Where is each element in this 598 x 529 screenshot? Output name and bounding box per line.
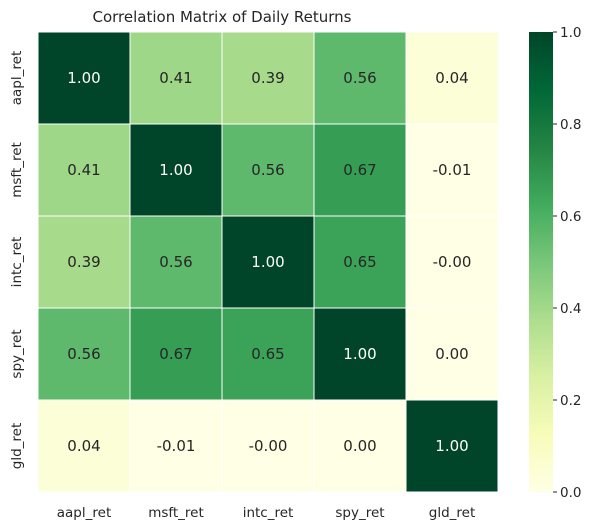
- heatmap-cell: [313, 307, 407, 401]
- cell-value-label: 1.00: [343, 345, 376, 363]
- y-tick-label: spy_ret: [9, 329, 25, 378]
- heatmap-cell: [221, 31, 315, 125]
- heatmap-cell: [405, 123, 499, 217]
- x-axis-ticks: aapl_ret msft_ret intc_ret spy_ret gld_ret: [57, 505, 475, 521]
- cell-value-label: 0.56: [67, 345, 100, 363]
- x-tick-label: spy_ret: [335, 505, 384, 521]
- colorbar-tick-label: 0.4: [560, 301, 581, 317]
- heatmap-cell: [37, 31, 131, 125]
- heatmap-cell: [221, 123, 315, 217]
- y-tick-label: aapl_ret: [9, 51, 25, 105]
- colorbar-gradient: [529, 32, 553, 492]
- cell-value-label: -0.01: [157, 437, 196, 455]
- cell-value-label: 0.04: [435, 69, 468, 87]
- cell-value-label: 0.41: [67, 161, 100, 179]
- cell-value-label: -0.01: [433, 161, 472, 179]
- colorbar-tick-label: 1.0: [560, 25, 581, 41]
- cell-value-label: 0.56: [251, 161, 284, 179]
- cell-value-label: 0.00: [435, 345, 468, 363]
- y-tick-label: gld_ret: [9, 423, 25, 470]
- colorbar-tick-label: 0.8: [560, 117, 581, 133]
- heatmap-cell: [129, 215, 223, 309]
- heatmap-cell: [405, 399, 499, 493]
- x-tick-label: intc_ret: [243, 505, 294, 521]
- heatmap-cell: [129, 399, 223, 493]
- colorbar-tick-label: 0.2: [560, 393, 581, 409]
- heatmap-cell: [313, 215, 407, 309]
- cell-value-label: 0.67: [343, 161, 376, 179]
- cell-value-label: 0.39: [251, 69, 284, 87]
- cell-value-label: 0.39: [67, 253, 100, 271]
- chart-title: Correlation Matrix of Daily Returns: [92, 8, 351, 26]
- x-tick-label: gld_ret: [429, 505, 476, 521]
- cell-value-label: 1.00: [67, 69, 100, 87]
- colorbar: 0.0 0.2 0.4 0.6 0.8 1.0: [529, 25, 581, 501]
- colorbar-tick-label: 0.6: [560, 209, 581, 225]
- heatmap-cell: [405, 31, 499, 125]
- cell-value-label: -0.00: [249, 437, 288, 455]
- cell-value-label: 1.00: [435, 437, 468, 455]
- cell-value-label: 0.65: [343, 253, 376, 271]
- heatmap-cell: [221, 215, 315, 309]
- cell-value-label: 0.41: [159, 69, 192, 87]
- cell-value-label: 0.67: [159, 345, 192, 363]
- heatmap-cell: [313, 31, 407, 125]
- x-tick-label: aapl_ret: [57, 505, 111, 521]
- cell-value-label: 1.00: [251, 253, 284, 271]
- heatmap-cell: [221, 399, 315, 493]
- cell-value-label: 1.00: [159, 161, 192, 179]
- cell-value-label: 0.65: [251, 345, 284, 363]
- x-tick-label: msft_ret: [148, 505, 204, 521]
- cell-value-label: 0.04: [67, 437, 100, 455]
- heatmap-cell: [37, 307, 131, 401]
- heatmap-cell: [37, 123, 131, 217]
- cell-value-label: -0.00: [433, 253, 472, 271]
- heatmap-cells: 1.00 0.41 0.39 0.56 0.04 0.41 1.00 0.56 0.67 -0.0…: [37, 31, 499, 493]
- heatmap-cell: [129, 31, 223, 125]
- y-tick-label: msft_ret: [9, 142, 25, 198]
- cell-value-label: 0.00: [343, 437, 376, 455]
- y-axis-ticks: aapl_ret msft_ret intc_ret spy_ret gld_ret: [9, 51, 25, 469]
- y-tick-label: intc_ret: [9, 237, 25, 288]
- colorbar-tick-label: 0.0: [560, 485, 581, 501]
- heatmap-cell: [221, 307, 315, 401]
- heatmap-cell: [37, 399, 131, 493]
- heatmap-cell: [405, 307, 499, 401]
- cell-value-label: 0.56: [343, 69, 376, 87]
- heatmap-cell: [405, 215, 499, 309]
- cell-value-label: 0.56: [159, 253, 192, 271]
- heatmap-cell: [129, 307, 223, 401]
